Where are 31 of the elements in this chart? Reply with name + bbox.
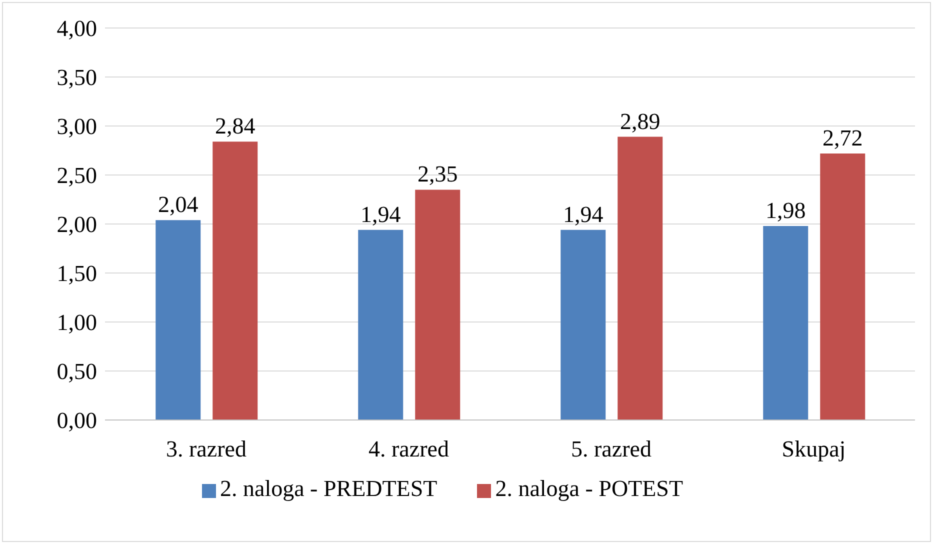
y-tick-label: 3,00 <box>56 114 97 140</box>
data-label: 1,98 <box>766 198 806 223</box>
bar <box>560 230 606 420</box>
y-tick-label: 4,00 <box>56 16 97 42</box>
data-label: 2,89 <box>620 108 660 134</box>
y-tick-label: 0,50 <box>56 359 97 384</box>
x-tick-label: 3. razred <box>166 436 247 462</box>
x-tick-label: 4. razred <box>368 436 450 462</box>
data-label: 1,94 <box>360 202 402 227</box>
bar <box>156 220 201 420</box>
bar <box>820 153 866 420</box>
legend-label: 2. naloga - POTEST <box>495 476 683 501</box>
y-tick-label: 2,00 <box>56 212 97 238</box>
data-label: 2,84 <box>215 114 256 139</box>
bar <box>763 226 808 420</box>
y-tick-label: 1,50 <box>56 261 97 286</box>
x-tick-label: Skupaj <box>782 436 846 462</box>
data-label: 2,35 <box>418 162 458 187</box>
bar <box>212 142 258 420</box>
x-tick-label: 5. razred <box>571 436 652 462</box>
legend-label: 2. naloga - PREDTEST <box>220 476 438 501</box>
y-tick-label: 3,50 <box>56 65 97 90</box>
data-label: 1,94 <box>563 202 604 227</box>
data-label: 2,72 <box>822 125 863 150</box>
bar <box>358 230 404 420</box>
bar <box>415 190 460 420</box>
y-tick-label: 1,00 <box>56 310 97 336</box>
bar <box>618 136 663 420</box>
y-tick-label: 2,50 <box>56 163 97 188</box>
y-tick-label: 0,00 <box>56 408 97 434</box>
data-label: 2,04 <box>158 192 199 218</box>
